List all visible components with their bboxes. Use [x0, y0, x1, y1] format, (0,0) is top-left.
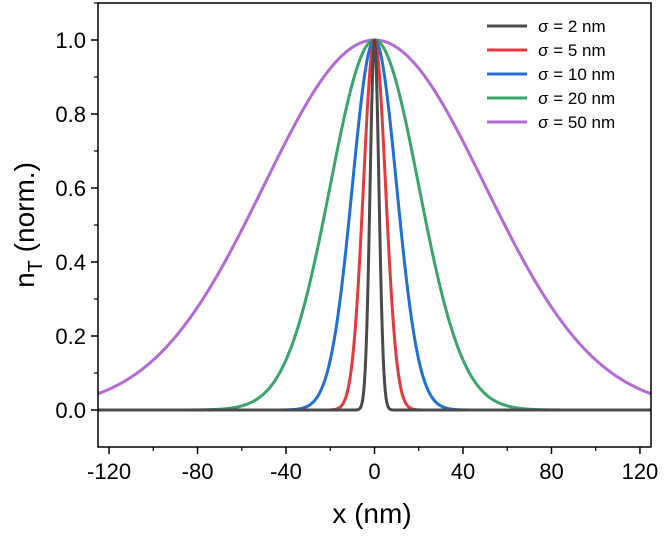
y-axis-title-main: n — [9, 272, 40, 288]
x-tick-label: -120 — [87, 459, 131, 484]
y-axis-title-rest: (norm.) — [9, 162, 40, 260]
legend-label: σ = 50 nm — [538, 113, 615, 132]
x-tick-label: 0 — [368, 459, 380, 484]
y-tick-label: 0.0 — [55, 398, 86, 423]
x-tick-label: -40 — [270, 459, 302, 484]
legend: σ = 2 nm σ = 5 nm σ = 10 nm σ = 20 nm σ = 50… — [487, 17, 615, 132]
y-tick-label: 0.8 — [55, 102, 86, 127]
legend-label: σ = 20 nm — [538, 89, 615, 108]
y-tick-label: 0.6 — [55, 176, 86, 201]
x-tick-label: 80 — [539, 459, 563, 484]
y-axis-title-subscript: T — [25, 260, 47, 272]
y-tick-label: 1.0 — [55, 28, 86, 53]
y-tick-label: 0.4 — [55, 250, 86, 275]
y-axis-title: nT (norm.) — [9, 162, 47, 288]
x-tick-label: 40 — [451, 459, 475, 484]
series-layer — [97, 38, 652, 412]
x-axis-title: x (nm) — [332, 498, 411, 529]
ticks-layer: -120 -80 -40 0 40 80 120 0.0 0.2 0.4 0.6 0.8 1.0 — [55, 2, 659, 484]
series-line — [97, 38, 652, 412]
legend-label: σ = 2 nm — [538, 17, 606, 36]
legend-label: σ = 5 nm — [538, 41, 606, 60]
x-tick-label: 120 — [622, 459, 659, 484]
x-tick-label: -80 — [182, 459, 214, 484]
y-tick-label: 0.2 — [55, 324, 86, 349]
legend-label: σ = 10 nm — [538, 65, 615, 84]
